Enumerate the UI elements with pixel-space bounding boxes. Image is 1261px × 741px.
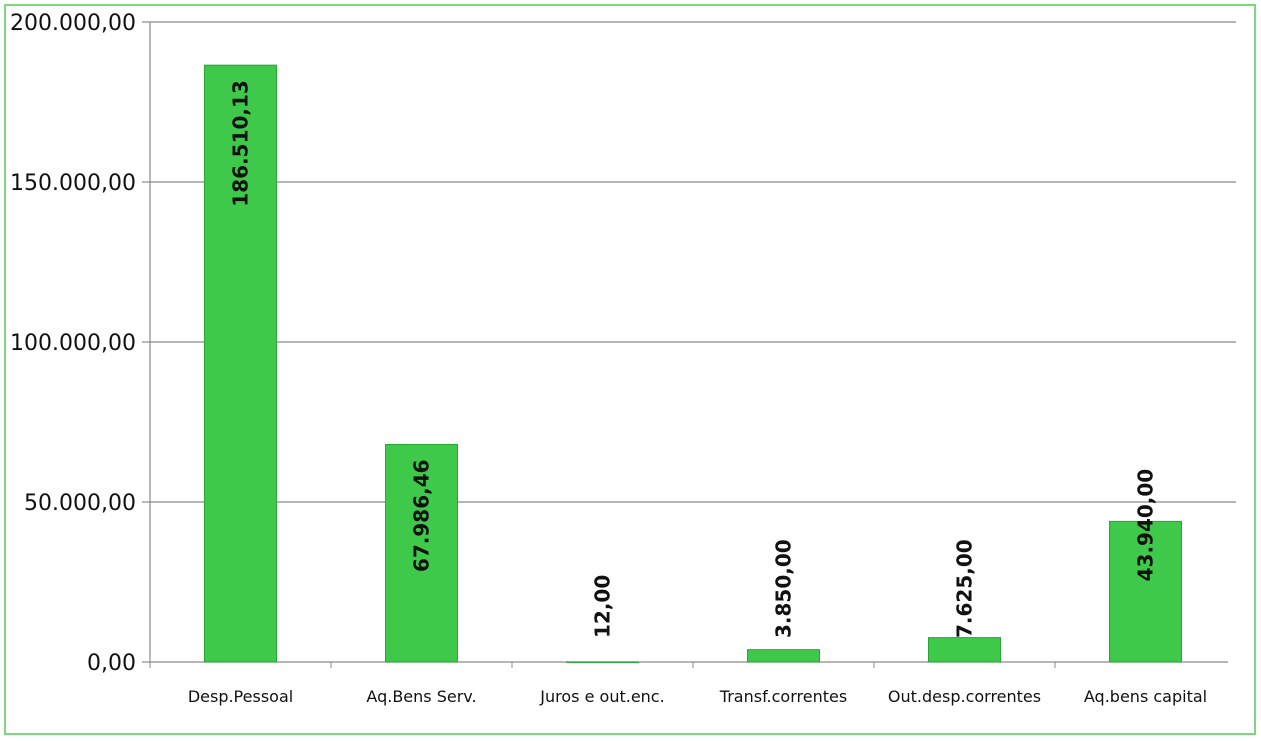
y-tick-label: 50.000,00	[24, 491, 136, 516]
x-tick-label: Transf.correntes	[719, 687, 847, 706]
x-tick-label: Juros e out.enc.	[539, 687, 664, 706]
bar	[204, 64, 277, 663]
data-label: 3.850,00	[772, 539, 796, 638]
axes	[142, 21, 1228, 668]
bar	[566, 661, 639, 663]
x-tick-label: Desp.Pessoal	[188, 687, 293, 706]
x-tick-label: Aq.bens capital	[1084, 687, 1207, 706]
y-tick-label: 100.000,00	[10, 331, 136, 356]
labels: 0,00 50.000,00 100.000,00 150.000,00 200.000…	[10, 11, 1207, 706]
data-label: 186.510,13	[229, 80, 253, 207]
data-label: 67.986,46	[410, 459, 434, 572]
bar	[747, 649, 820, 663]
bar	[385, 443, 458, 663]
x-tick-label: Aq.Bens Serv.	[366, 687, 476, 706]
bars	[204, 64, 1182, 663]
bar	[928, 637, 1001, 663]
y-tick-label: 0,00	[87, 651, 136, 676]
y-tick-label: 150.000,00	[10, 171, 136, 196]
y-tick-label: 200.000,00	[10, 11, 136, 36]
gridlines	[150, 21, 1236, 503]
data-label: 43.940,00	[1134, 469, 1158, 582]
bar	[1109, 520, 1182, 663]
data-label: 7.625,00	[953, 539, 977, 638]
data-label: 12,00	[591, 575, 615, 638]
x-tick-label: Out.desp.correntes	[888, 687, 1041, 706]
